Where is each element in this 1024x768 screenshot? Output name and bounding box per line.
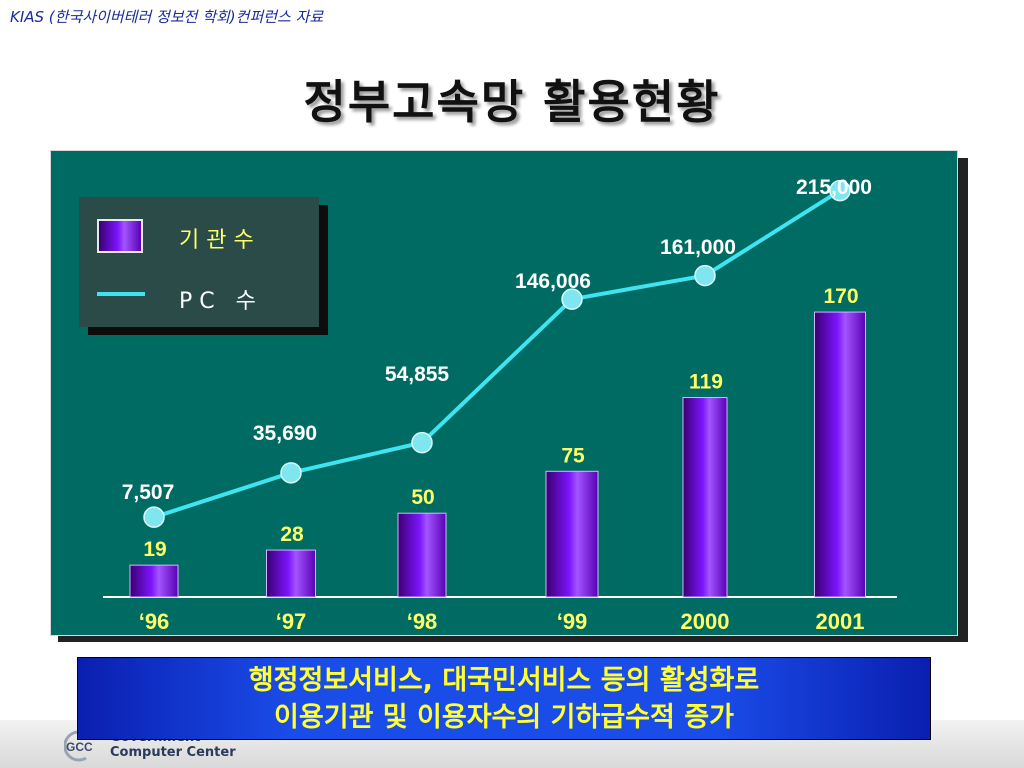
x-tick-label-4: 2000	[681, 609, 730, 634]
bar-label-3: 75	[561, 444, 585, 467]
pc-label-4: 161,000	[660, 236, 736, 259]
gcc-logo-text: GCC	[66, 740, 93, 754]
pc-point-5	[829, 179, 851, 202]
legend-bar-swatch	[97, 219, 143, 253]
summary-box: 행정정보서비스, 대국민서비스 등의 활성화로 이용기관 및 이용자수의 기하급…	[77, 657, 931, 740]
x-tick-label-0: ‘96	[139, 609, 170, 634]
pc-point-1	[280, 462, 302, 484]
pc-point-4	[694, 264, 716, 287]
bar-0	[129, 564, 179, 598]
bar-2	[397, 512, 447, 598]
x-tick-label-3: ‘99	[557, 609, 588, 634]
legend: 기 관 수 P C 수	[79, 197, 319, 327]
summary-line-2: 이용기관 및 이용자수의 기하급수적 증가	[274, 702, 734, 733]
legend-line-swatch	[97, 292, 145, 296]
bar-label-1: 28	[280, 523, 304, 546]
page-title: 정부고속망 활용현황	[303, 75, 721, 129]
pc-label-3: 146,006	[515, 270, 591, 293]
bar-label-0: 19	[143, 538, 166, 561]
pc-point-2	[411, 431, 433, 454]
bar-4	[682, 397, 728, 598]
pc-label-1: 35,690	[253, 422, 317, 445]
x-tick-label-5: 2001	[816, 609, 865, 634]
bar-1	[266, 549, 316, 598]
pc-label-0: 7,507	[122, 481, 175, 504]
pc-point-0	[143, 506, 165, 528]
bar-3	[545, 470, 599, 598]
bar-label-2: 50	[411, 486, 434, 509]
x-tick-label-1: ‘97	[276, 609, 307, 634]
pc-line	[153, 188, 842, 520]
header-note: KIAS (한국사이버테러 정보전 학회)컨퍼런스 자료	[10, 8, 324, 26]
pc-label-2: 54,855	[385, 363, 450, 386]
org-name-line2: Computer Center	[110, 745, 236, 760]
pc-point-3	[561, 288, 583, 310]
bar-5	[814, 311, 866, 598]
chart-svg: 19 28 50 75 119 170 7,507 35,690 54,855 146,006 16…	[103, 176, 897, 634]
x-tick-label-2: ‘98	[407, 609, 438, 634]
legend-label-line: P C 수	[179, 289, 256, 314]
bar-label-5: 170	[823, 285, 858, 308]
summary-line-1: 행정정보서비스, 대국민서비스 등의 활성화로	[248, 665, 760, 696]
legend-label-bars: 기 관 수	[179, 228, 254, 253]
pc-label-5: 215,000	[796, 176, 872, 199]
bar-label-4: 119	[689, 371, 723, 394]
